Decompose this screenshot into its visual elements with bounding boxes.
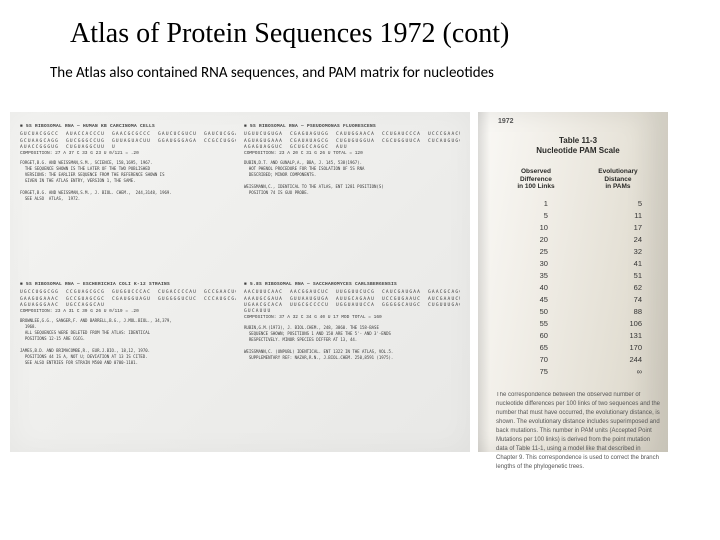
col-header-evolutionary: Evolutionary Distance in PAMs [576,167,660,197]
pam-cell: 11 [576,209,660,221]
slide-subtitle: The Atlas also contained RNA sequences, … [50,64,680,82]
pam-cell: 88 [576,305,660,317]
table-row: 3041 [496,257,660,269]
observed-cell: 65 [496,341,576,353]
page-number: 1972 [498,118,514,125]
observed-cell: 55 [496,317,576,329]
seq-header: ■ 5.8S RIBOSOMAL RNA — SACCHAROMYCES CAR… [244,282,460,288]
pam-table-body: 1551110172024253230413551406245745088551… [496,197,660,377]
observed-cell: 1 [496,197,576,209]
seq-refs: DUBIN,D.T. AND GUNALP,A., BBA, J. 145, 5… [244,160,460,196]
pam-scale-table: Observed Difference in 100 Links Evoluti… [496,167,660,377]
table-row: 5088 [496,305,660,317]
table-row: 4062 [496,281,660,293]
slide-title: Atlas of Protein Sequences 1972 (cont) [70,18,680,50]
scan-col-1: ■ 5S RIBOSOMAL RNA — HUMAN KB CARCINOMA … [20,124,236,282]
table-row: 15 [496,197,660,209]
observed-cell: 30 [496,257,576,269]
observed-cell: 35 [496,269,576,281]
table-number: Table 11-3 [559,136,597,145]
pam-cell: 62 [576,281,660,293]
observed-cell: 75 [496,365,576,377]
observed-cell: 10 [496,221,576,233]
observed-cell: 25 [496,245,576,257]
table-row: 70244 [496,353,660,365]
seq-body: UGUUCUGUGA CGAGUAGUGG CAUUGGAACA CCUGAUC… [244,132,460,151]
pam-cell: 131 [576,329,660,341]
seq-composition: COMPOSITION: 27 A 37 C 33 G 23 U 0/121 =… [20,151,236,157]
seq-header: ■ 5S RIBOSOMAL RNA — PSEUDOMONAS FLUORES… [244,124,460,130]
content-row: ■ 5S RIBOSOMAL RNA — HUMAN KB CARCINOMA … [10,112,680,452]
pam-cell: 244 [576,353,660,365]
pam-cell: 5 [576,197,660,209]
table-caption: Table 11-3 Nucleotide PAM Scale [496,136,660,157]
observed-cell: 45 [496,293,576,305]
col-header-observed: Observed Difference in 100 Links [496,167,576,197]
table-row: 55106 [496,317,660,329]
observed-cell: 50 [496,305,576,317]
seq-block: ■ 5.8S RIBOSOMAL RNA — SACCHAROMYCES CAR… [244,282,460,361]
pam-cell: ∞ [576,365,660,377]
col2-header-text: Evolutionary Distance in PAMs [598,168,637,191]
pam-cell: 74 [576,293,660,305]
table-row: 60131 [496,329,660,341]
seq-block: ■ 5S RIBOSOMAL RNA — HUMAN KB CARCINOMA … [20,124,236,202]
seq-refs: RUBIN,G.M.(1973), J. BIOL.CHEM., 248, 38… [244,325,460,361]
observed-cell: 20 [496,233,576,245]
table-row: 75∞ [496,365,660,377]
pam-cell: 32 [576,245,660,257]
seq-body: UGCCUGGCGG CCGUAGCGCG GUGGUCCCAC CUGACCC… [20,290,236,309]
table-row: 2532 [496,245,660,257]
pam-cell: 41 [576,257,660,269]
scan-col-3: ■ 5S RIBOSOMAL RNA — ESCHERICHIA COLI K-… [20,282,236,440]
observed-cell: 60 [496,329,576,341]
seq-refs: BROWNLEE,G.G., SANGER,F. AND BARRELL,B.G… [20,318,236,366]
scan-top-half: ■ 5S RIBOSOMAL RNA — HUMAN KB CARCINOMA … [20,124,460,282]
seq-composition: COMPOSITION: 37 A 32 C 34 G 40 U 17 MOD … [244,315,460,321]
seq-body: AACUUUCAAC AACGGAUCUC UUGGUUCUCG CAUCGAU… [244,290,460,315]
pam-cell: 24 [576,233,660,245]
table-row: 65170 [496,341,660,353]
observed-cell: 70 [496,353,576,365]
pam-cell: 106 [576,317,660,329]
seq-block: ■ 5S RIBOSOMAL RNA — PSEUDOMONAS FLUORES… [244,124,460,196]
seq-body: GUCUACGGCC AUACCACCCU GAACGCGCCC GAUCUCG… [20,132,236,151]
scan-col-4: ■ 5.8S RIBOSOMAL RNA — SACCHAROMYCES CAR… [244,282,460,440]
pam-table-scan: 1972 Table 11-3 Nucleotide PAM Scale Obs… [478,112,668,452]
seq-block: ■ 5S RIBOSOMAL RNA — ESCHERICHIA COLI K-… [20,282,236,366]
rna-sequences-scan: ■ 5S RIBOSOMAL RNA — HUMAN KB CARCINOMA … [10,112,470,452]
presentation-slide: Atlas of Protein Sequences 1972 (cont) T… [0,0,720,540]
table-row: 511 [496,209,660,221]
table-row: 3551 [496,269,660,281]
seq-composition: COMPOSITION: 23 A 20 C 31 G 26 U TOTAL =… [244,151,460,157]
table-row: 2024 [496,233,660,245]
scan-bottom-half: ■ 5S RIBOSOMAL RNA — ESCHERICHIA COLI K-… [20,282,460,440]
table-row: 1017 [496,221,660,233]
observed-cell: 40 [496,281,576,293]
pam-cell: 17 [576,221,660,233]
table-row: 4574 [496,293,660,305]
seq-header: ■ 5S RIBOSOMAL RNA — ESCHERICHIA COLI K-… [20,282,236,288]
seq-composition: COMPOSITION: 23 A 31 C 39 G 26 U 0/119 =… [20,309,236,315]
seq-header: ■ 5S RIBOSOMAL RNA — HUMAN KB CARCINOMA … [20,124,236,130]
observed-cell: 5 [496,209,576,221]
scan-col-2: ■ 5S RIBOSOMAL RNA — PSEUDOMONAS FLUORES… [244,124,460,282]
seq-refs: FORGET,B.G. AND WEISSMAN,S.M., SCIENCE, … [20,160,236,202]
pam-cell: 51 [576,269,660,281]
table-footnote: The correspondence between the observed … [496,391,660,472]
col1-header-text: Observed Difference in 100 Links [517,168,554,191]
pam-cell: 170 [576,341,660,353]
table-title: Nucleotide PAM Scale [536,146,619,155]
